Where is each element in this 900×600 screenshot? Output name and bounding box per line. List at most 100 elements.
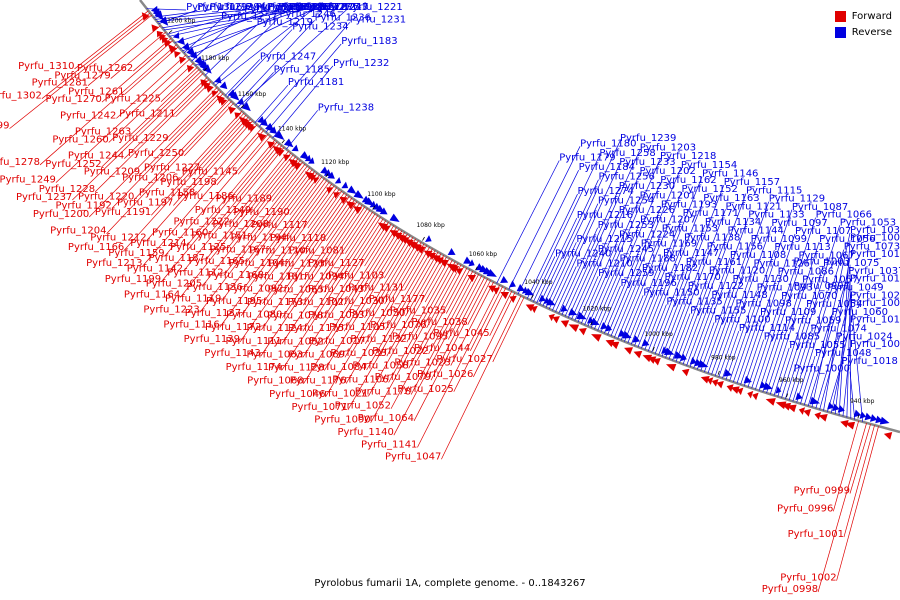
gene-leader-line [430, 277, 485, 381]
gene-arrow [249, 125, 256, 133]
gene-arrow [622, 331, 632, 339]
gene-label: Pyrfu_1126 [753, 258, 809, 269]
gene-arrow [186, 64, 195, 73]
gene-arrow [781, 402, 792, 411]
gene-arrow [591, 334, 602, 342]
gene-label: Pyrfu_1238 [318, 102, 374, 113]
gene-leader-line [700, 282, 733, 371]
gene-label: Pyrfu_1158 [139, 187, 195, 198]
gene-leader-line [169, 9, 291, 37]
gene-arrow [229, 91, 240, 101]
scale-tick [325, 173, 329, 178]
gene-leader-line [644, 200, 704, 350]
gene-label: Pyrfu_1176 [290, 376, 346, 387]
gene-arrow [798, 407, 806, 415]
gene-label: Pyrfu_1102 [288, 297, 344, 308]
gene-leader-line [303, 201, 358, 280]
gene-leader-line [711, 306, 736, 375]
gene-arrow [389, 230, 399, 238]
gene-leader-line [467, 280, 491, 325]
gene-arrow [840, 420, 849, 428]
gene-leader-line [281, 216, 381, 371]
gene-label: Pyrfu_1220 [78, 191, 134, 202]
gene-label: Pyrfu_1064 [358, 413, 414, 424]
gene-arrow [334, 176, 342, 184]
gene-leader-line [740, 274, 778, 385]
gene-label: Pyrfu_1046 [269, 389, 325, 400]
gene-arrow [260, 118, 268, 127]
gene-leader-line [227, 29, 293, 98]
gene-label: Pyrfu_1100 [714, 314, 770, 325]
gene-arrow [219, 98, 228, 106]
gene-label: Pyrfu_1216 [577, 210, 633, 221]
gene-label: Pyrfu_1257 [221, 11, 277, 22]
gene-label: Pyrfu_1293 [197, 2, 253, 13]
gene-leader-line [393, 274, 480, 436]
gene-leader-line [263, 183, 333, 279]
gene-leader-line [345, 245, 428, 384]
gene-label: Pyrfu_1154 [681, 160, 737, 171]
gene-leader-line [259, 22, 351, 127]
gene-arrow [711, 379, 719, 387]
gene-label: Pyrfu_1134 [705, 217, 761, 228]
gene-arrow [364, 197, 375, 206]
gene-arrow [879, 416, 890, 425]
gene-leader-line [156, 9, 281, 22]
gene-label: Pyrfu_1182 [642, 263, 698, 274]
gene-arrow [700, 376, 710, 384]
gene-label: Pyrfu_1202 [640, 166, 696, 177]
gene-leader-line [364, 243, 425, 344]
gene-label: Pyrfu_1183 [341, 36, 397, 47]
gene-label: Pyrfu_1084 [310, 362, 366, 373]
gene-label: Pyrfu_1113 [774, 242, 830, 253]
gene-label: Pyrfu_1198 [160, 177, 216, 188]
gene-label: Pyrfu_1157 [724, 177, 780, 188]
gene-leader-line [561, 188, 620, 315]
gene-label: Pyrfu_1006 [850, 298, 900, 309]
gene-label: Pyrfu_1020 [850, 290, 900, 301]
gene-label: Pyrfu_1128 [268, 363, 324, 374]
gene-label: Pyrfu_1121 [725, 201, 781, 212]
gene-arrow [883, 432, 893, 440]
gene-label: Pyrfu_1178 [355, 387, 411, 398]
gene-leader-line [344, 211, 373, 254]
gene-leader-line [101, 40, 174, 103]
gene-arrow [560, 320, 570, 328]
gene-arrow [353, 206, 363, 215]
gene-leader-line [542, 141, 621, 307]
gene-leader-line [450, 281, 494, 366]
gene-label: Pyrfu_1098 [735, 299, 791, 310]
gene-leader-line [658, 185, 725, 356]
gene-label: Pyrfu_1155 [690, 306, 746, 317]
gene-label: Pyrfu_1223 [143, 305, 199, 316]
gene-leader-line [221, 172, 318, 302]
gene-label: Pyrfu_1221 [346, 2, 402, 13]
gene-leader-line [627, 255, 664, 344]
gene-label: Pyrfu_1310 [18, 61, 74, 72]
gene-leader-line [388, 261, 456, 383]
gene-leader-line [584, 198, 640, 325]
gene-arrow [531, 305, 538, 314]
gene-label: Pyrfu_1232 [333, 58, 389, 69]
gene-leader-line [736, 314, 761, 384]
gene-label: Pyrfu_1188 [620, 254, 676, 265]
gene-label: Pyrfu_1101 [248, 271, 304, 282]
gene-leader-line [151, 112, 245, 216]
gene-label: Pyrfu_1060 [832, 307, 888, 318]
gene-leader-line [179, 154, 294, 298]
reverse-swatch [834, 26, 846, 38]
scale-tick-label: 1200 kbp [167, 18, 195, 25]
gene-arrow [568, 308, 578, 316]
gene-arrow [726, 384, 734, 392]
gene-arrow [673, 351, 684, 359]
gene-leader-line [173, 118, 251, 206]
gene-label: Pyrfu_1050 [349, 308, 405, 319]
gene-label: Pyrfu_1021 [312, 388, 368, 399]
gene-leader-line [167, 9, 256, 35]
gene-arrow [786, 404, 797, 413]
gene-label: Pyrfu_1117 [251, 220, 307, 231]
gene-leader-line [343, 232, 406, 332]
gene-label: Pyrfu_1103 [328, 270, 384, 281]
gene-label: Pyrfu_1118 [270, 233, 326, 244]
